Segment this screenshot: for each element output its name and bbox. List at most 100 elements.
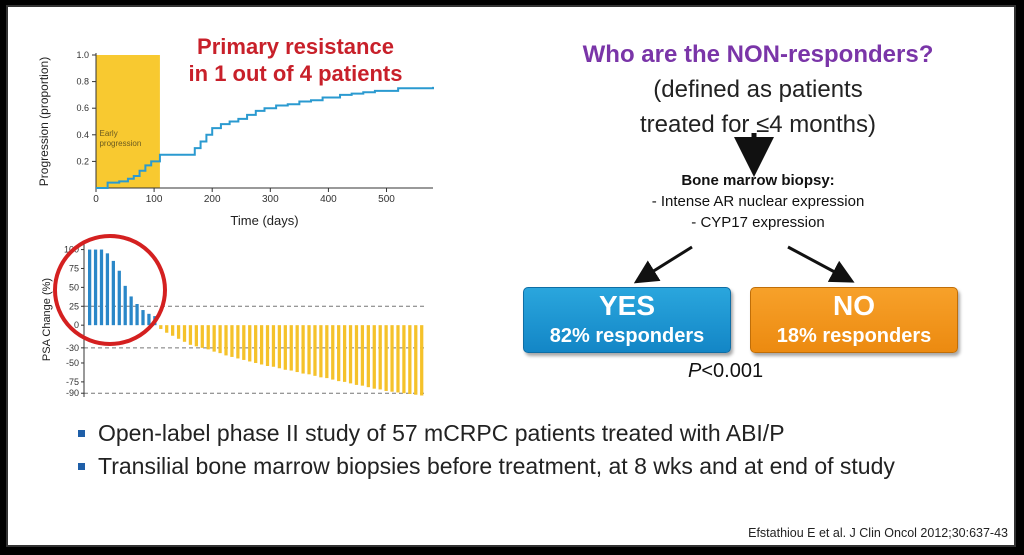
wf-bar <box>420 325 424 396</box>
question-title: Who are the NON-responders? <box>582 41 934 68</box>
km-x-tick-label: 100 <box>146 194 163 205</box>
wf-bar <box>242 325 246 360</box>
wf-bar <box>283 325 287 370</box>
wf-bar <box>165 325 169 333</box>
wf-bar <box>372 325 376 389</box>
wf-bar <box>402 325 406 394</box>
wf-y-axis-label: PSA Change (%) <box>41 278 53 361</box>
km-y-axis-label: Progression (proportion) <box>37 57 51 186</box>
citation: Efstathiou E et al. J Clin Oncol 2012;30… <box>748 526 1008 540</box>
wf-bar <box>188 325 193 345</box>
yes-responders: 82% responders <box>549 325 705 347</box>
resistance-title: Primary resistance in 1 out of 4 patient… <box>178 33 413 87</box>
wf-bar <box>277 325 282 369</box>
wf-bar <box>378 325 382 390</box>
wf-y-tick-label: -30 <box>66 343 79 353</box>
wf-bar <box>325 325 329 379</box>
wf-bar <box>117 270 121 326</box>
wf-bar <box>200 325 204 348</box>
wf-bar <box>348 325 353 384</box>
wf-bar <box>271 325 276 367</box>
p-value: P<0.001 <box>688 360 763 383</box>
wf-bar <box>93 249 98 326</box>
wf-bar <box>342 325 347 382</box>
wf-bar <box>99 249 104 326</box>
p-value-letter: P <box>688 360 702 382</box>
wf-bar <box>414 325 418 395</box>
wf-bar <box>230 325 234 357</box>
wf-bar <box>206 325 210 350</box>
wf-bar <box>319 325 323 378</box>
yes-label: YES <box>598 290 656 321</box>
biopsy-item-cyp17: - CYP17 expression <box>691 214 825 231</box>
wf-bar <box>147 313 151 326</box>
wf-bar <box>105 253 110 326</box>
wf-y-tick-label: 25 <box>69 301 79 311</box>
question-line3: treated for ≤4 months) <box>640 111 876 138</box>
wf-bar <box>360 325 365 386</box>
wf-bar <box>259 325 264 365</box>
biopsy-item-ar: - Intense AR nuclear expression <box>651 193 865 210</box>
km-y-tick-label: 0.8 <box>76 77 89 87</box>
wf-bar <box>366 325 370 388</box>
wf-bar <box>135 304 139 326</box>
wf-bar <box>218 325 222 354</box>
no-label: NO <box>833 290 875 321</box>
biopsy-block: Bone marrow biopsy: - Intense AR nuclear… <box>608 170 908 233</box>
no-box: NO 18% responders <box>750 287 958 353</box>
no-arrow <box>787 245 855 283</box>
yes-arrow <box>633 245 693 284</box>
wf-bar <box>248 325 252 362</box>
resistance-title-line2: in 1 out of 4 patients <box>188 61 403 86</box>
p-value-number: <0.001 <box>701 360 764 382</box>
wf-bar <box>265 325 270 366</box>
wf-bar <box>171 325 175 336</box>
bullet-study: Open-label phase II study of 57 mCRPC pa… <box>78 417 1008 450</box>
slide: Early progression 0.2 0.4 0.6 0.8 1.0 0 100 20… <box>6 5 1016 547</box>
wf-bar <box>212 325 216 352</box>
wf-y-tick-label: -75 <box>66 377 79 387</box>
km-x-tick-label: 0 <box>93 194 99 205</box>
wf-bar <box>390 325 394 392</box>
wf-y-tick-label: -50 <box>66 358 79 368</box>
bullet-list: Open-label phase II study of 57 mCRPC pa… <box>78 417 1008 483</box>
progression-series-line <box>96 86 434 189</box>
biopsy-title: Bone marrow biopsy: <box>681 172 835 189</box>
wf-bar <box>182 325 187 342</box>
wf-bar <box>295 325 299 373</box>
km-x-tick-label: 200 <box>204 194 221 205</box>
wf-bar <box>301 325 305 374</box>
wf-bar <box>337 325 341 382</box>
km-y-tick-label: 0.4 <box>76 130 89 140</box>
early-progression-label: Early <box>99 129 117 138</box>
flow-arrows <box>633 133 855 284</box>
wf-bar <box>384 325 388 391</box>
wf-bar <box>289 325 293 371</box>
wf-bar <box>141 310 145 326</box>
km-x-tick-label: 500 <box>378 194 395 205</box>
wf-bar <box>408 325 412 394</box>
wf-y-tick-label: 75 <box>69 263 79 273</box>
wf-y-tick-label: 50 <box>69 282 79 292</box>
wf-bar <box>111 260 115 326</box>
wf-bar <box>307 325 311 375</box>
resistance-title-line1: Primary resistance <box>197 34 394 59</box>
question-block: Who are the NON-responders? (defined as … <box>538 37 978 142</box>
wf-bar <box>224 325 228 356</box>
yes-box: YES 82% responders <box>523 287 731 353</box>
wf-y-tick-label: -90 <box>66 388 79 398</box>
bullet-biopsies: Transilial bone marrow biopsies before t… <box>78 450 1008 483</box>
progression-chart: Early progression 0.2 0.4 0.6 0.8 1.0 0 100 20… <box>37 50 434 228</box>
km-y-tick-label: 0.6 <box>76 103 89 113</box>
resistance-circle <box>53 234 167 346</box>
km-x-axis-label: Time (days) <box>230 213 298 228</box>
question-line2: (defined as patients <box>653 76 863 103</box>
km-x-tick-label: 400 <box>320 194 337 205</box>
wf-bar <box>396 325 400 393</box>
km-y-tick-label: 0.2 <box>76 156 89 166</box>
wf-bar <box>129 296 133 326</box>
wf-bar <box>236 325 240 359</box>
wf-bar <box>254 325 258 363</box>
wf-y-tick-label: 0 <box>74 320 79 330</box>
